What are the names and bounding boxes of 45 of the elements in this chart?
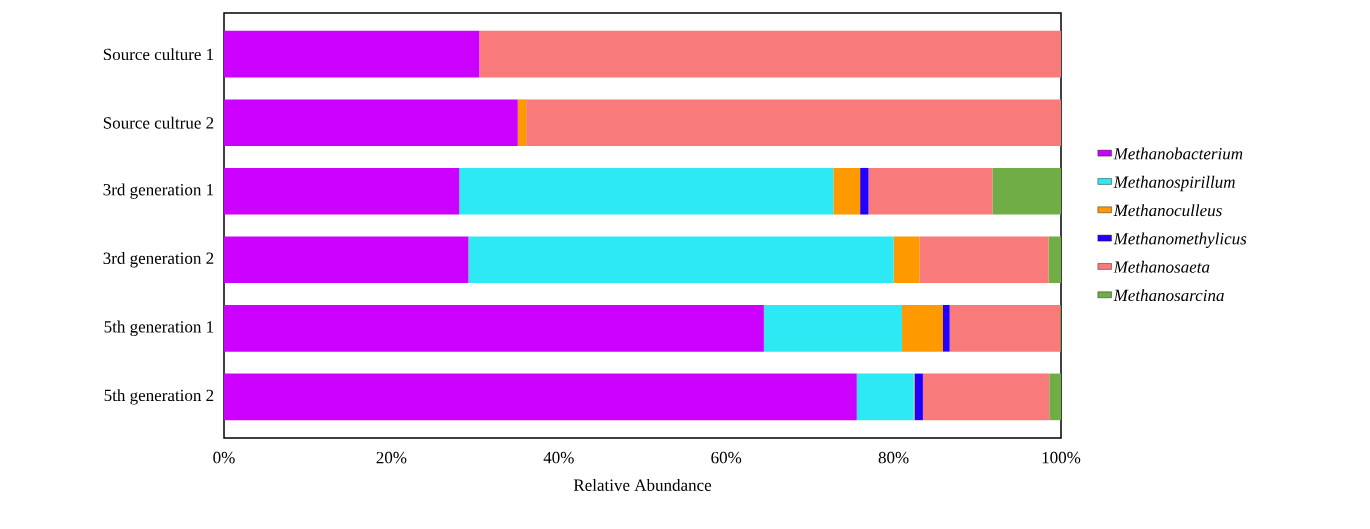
x-tick-label: 80% bbox=[878, 451, 909, 464]
x-tick-label: 20% bbox=[376, 451, 407, 464]
x-axis-title: Relative Abundance bbox=[573, 478, 712, 491]
bar bbox=[893, 236, 920, 284]
bar bbox=[517, 99, 527, 146]
legend-label: Methanomethylicus bbox=[1113, 232, 1247, 248]
y-tick-label: Source cultrue 2 bbox=[103, 116, 214, 129]
bar bbox=[856, 373, 914, 421]
x-tick-label: 40% bbox=[543, 451, 574, 464]
y-tick-label: 3rd generation 2 bbox=[103, 252, 214, 268]
legend-label: Methanosaeta bbox=[1113, 260, 1210, 273]
bar bbox=[860, 167, 869, 215]
bar bbox=[468, 236, 894, 284]
bar bbox=[833, 167, 861, 215]
x-tick-label: 100% bbox=[1042, 451, 1081, 464]
bar bbox=[763, 305, 902, 352]
bar bbox=[992, 167, 1062, 215]
bar bbox=[868, 167, 993, 215]
bar bbox=[479, 30, 1062, 78]
bar bbox=[922, 373, 1050, 421]
bar bbox=[224, 373, 857, 421]
bar bbox=[224, 30, 480, 78]
bar bbox=[914, 373, 923, 421]
legend-label: Methanoculleus bbox=[1113, 204, 1222, 217]
y-tick-label: 5th generation 1 bbox=[104, 320, 214, 337]
bar bbox=[526, 99, 1062, 146]
y-tick-label: 3rd generation 1 bbox=[103, 183, 214, 199]
y-tick-label: 5th generation 2 bbox=[104, 389, 214, 405]
legend-label: Methanospirillum bbox=[1113, 175, 1235, 192]
legend-label: Methanobacterium bbox=[1113, 147, 1243, 160]
y-tick-label: Source culture 1 bbox=[103, 48, 214, 61]
bar bbox=[919, 236, 1049, 284]
bar bbox=[1048, 236, 1062, 284]
bar bbox=[224, 99, 518, 146]
bar bbox=[224, 167, 460, 215]
bar bbox=[901, 305, 943, 352]
bar bbox=[949, 305, 1061, 352]
bar bbox=[224, 236, 469, 284]
bar bbox=[459, 167, 834, 215]
bar bbox=[1049, 373, 1062, 421]
x-tick-label: 60% bbox=[711, 451, 742, 464]
legend-label: Methanosarcina bbox=[1113, 289, 1224, 302]
bar bbox=[224, 305, 764, 352]
bar bbox=[942, 305, 950, 352]
x-tick-label: 0% bbox=[213, 451, 235, 464]
